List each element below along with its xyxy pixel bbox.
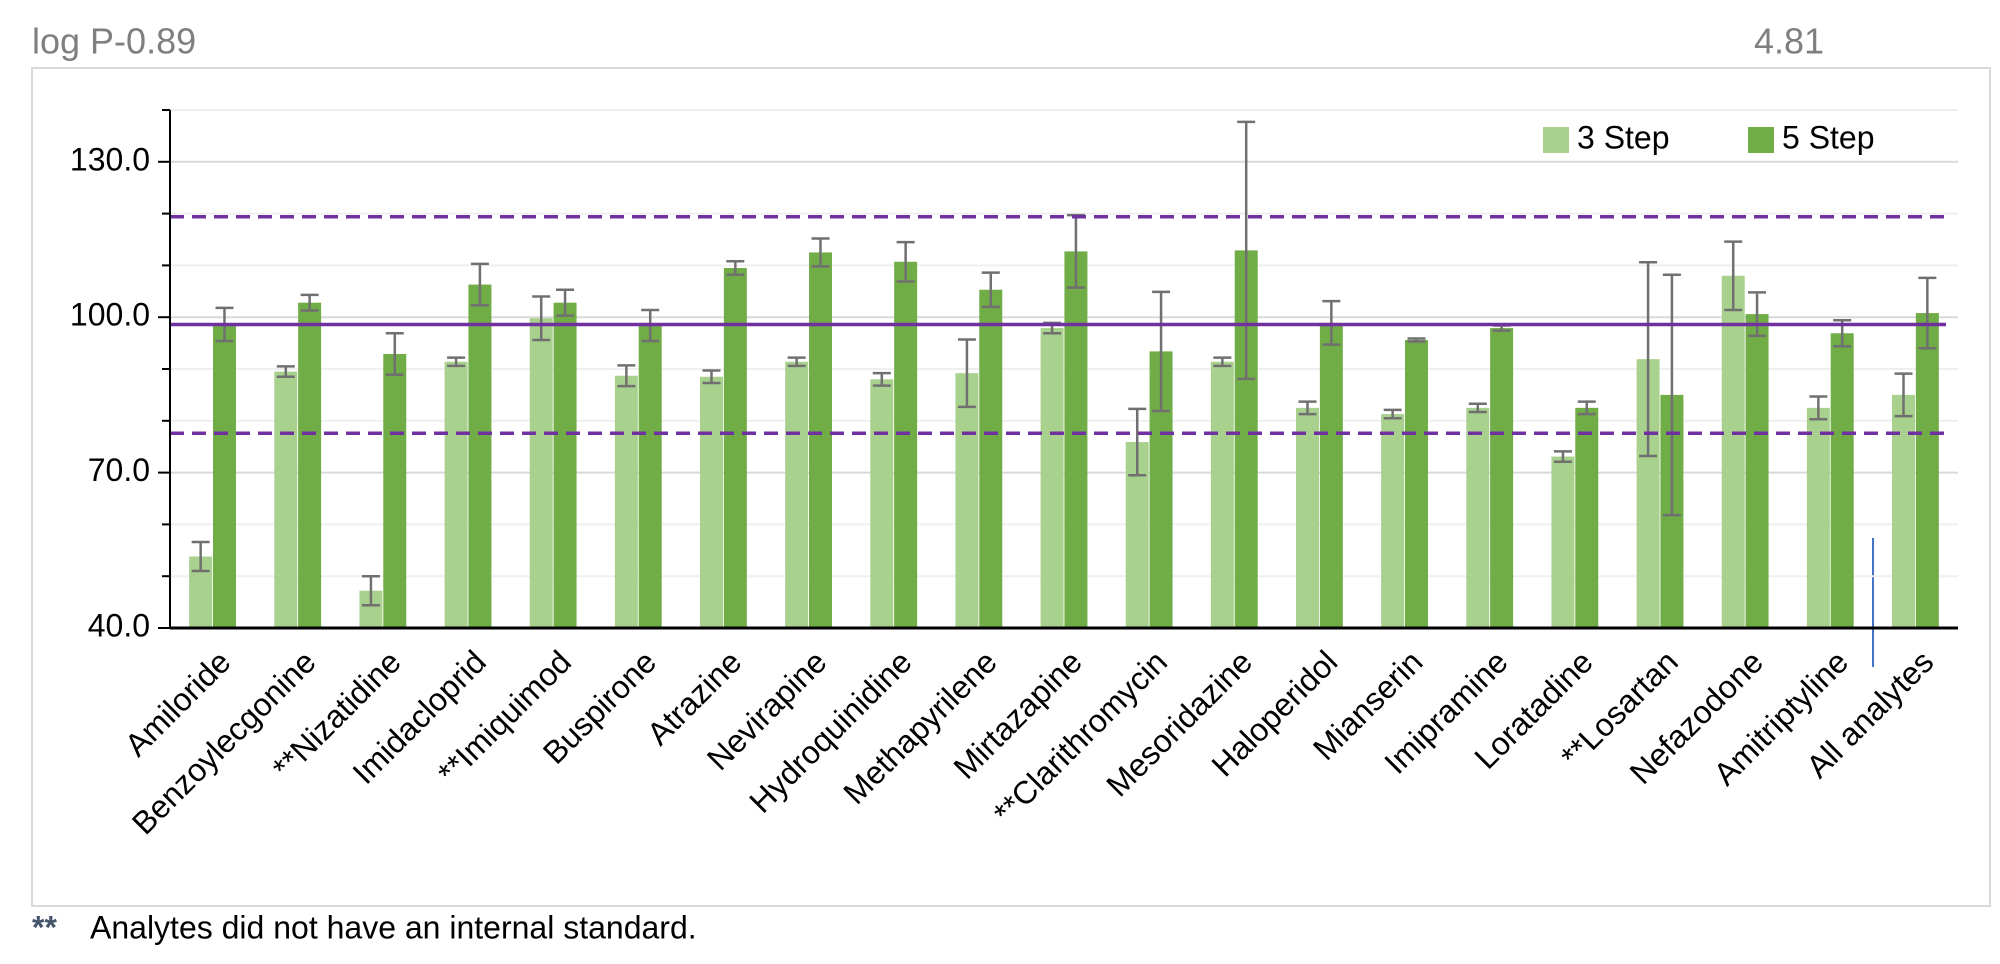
bar: [1915, 313, 1939, 628]
bar: [1490, 328, 1514, 628]
bar: [359, 590, 383, 628]
bar: [614, 375, 638, 628]
y-tick-label: 130.0: [70, 141, 150, 177]
bar: [1234, 250, 1258, 629]
legend-label: 5 Step: [1782, 119, 1875, 155]
bar: [955, 373, 979, 628]
bar: [808, 252, 832, 628]
bar: [383, 353, 407, 628]
bar: [1636, 359, 1660, 628]
bar: [979, 289, 1003, 628]
y-tick-label: 70.0: [88, 452, 150, 488]
bar: [529, 318, 553, 628]
bar: [274, 371, 298, 628]
bar: [468, 284, 492, 628]
x-tick-label: Mesoridazine: [1099, 643, 1259, 803]
y-tick-label: 40.0: [88, 607, 150, 643]
bar: [785, 361, 809, 628]
bar: [638, 325, 662, 628]
annotation-right: 4.81: [1754, 21, 1824, 62]
bar: [212, 324, 236, 628]
bar: [870, 379, 894, 628]
bar: [1149, 351, 1173, 628]
bar: [700, 376, 724, 628]
legend-swatch: [1543, 127, 1569, 153]
bar: [444, 361, 468, 628]
legend-label: 3 Step: [1577, 119, 1670, 155]
bar: [1466, 407, 1490, 628]
bar: [1806, 407, 1830, 628]
bar: [1040, 328, 1064, 628]
bar: [894, 261, 918, 628]
bar: [1381, 414, 1405, 628]
y-tick-label: 100.0: [70, 297, 150, 333]
bar: [1404, 339, 1428, 628]
legend-swatch: [1748, 127, 1774, 153]
bar: [1721, 275, 1745, 628]
bar: [189, 556, 213, 628]
footnote-text: Analytes did not have an internal standa…: [90, 909, 697, 945]
bar: [1319, 322, 1343, 628]
bar: [723, 267, 747, 628]
bar: [1745, 314, 1769, 628]
bar: [1210, 361, 1234, 628]
bar: [1551, 456, 1575, 628]
bar: [1125, 442, 1149, 628]
bar: [1296, 407, 1320, 628]
bar: [1575, 407, 1599, 628]
bar: [1064, 251, 1088, 628]
footnote-marker: **: [32, 909, 57, 945]
chart-frame: [31, 67, 1991, 907]
bar: [1830, 333, 1854, 628]
annotation-left: log P-0.89: [32, 21, 196, 62]
bar: [553, 302, 577, 628]
bar: [298, 302, 322, 628]
bar: [1892, 394, 1916, 628]
